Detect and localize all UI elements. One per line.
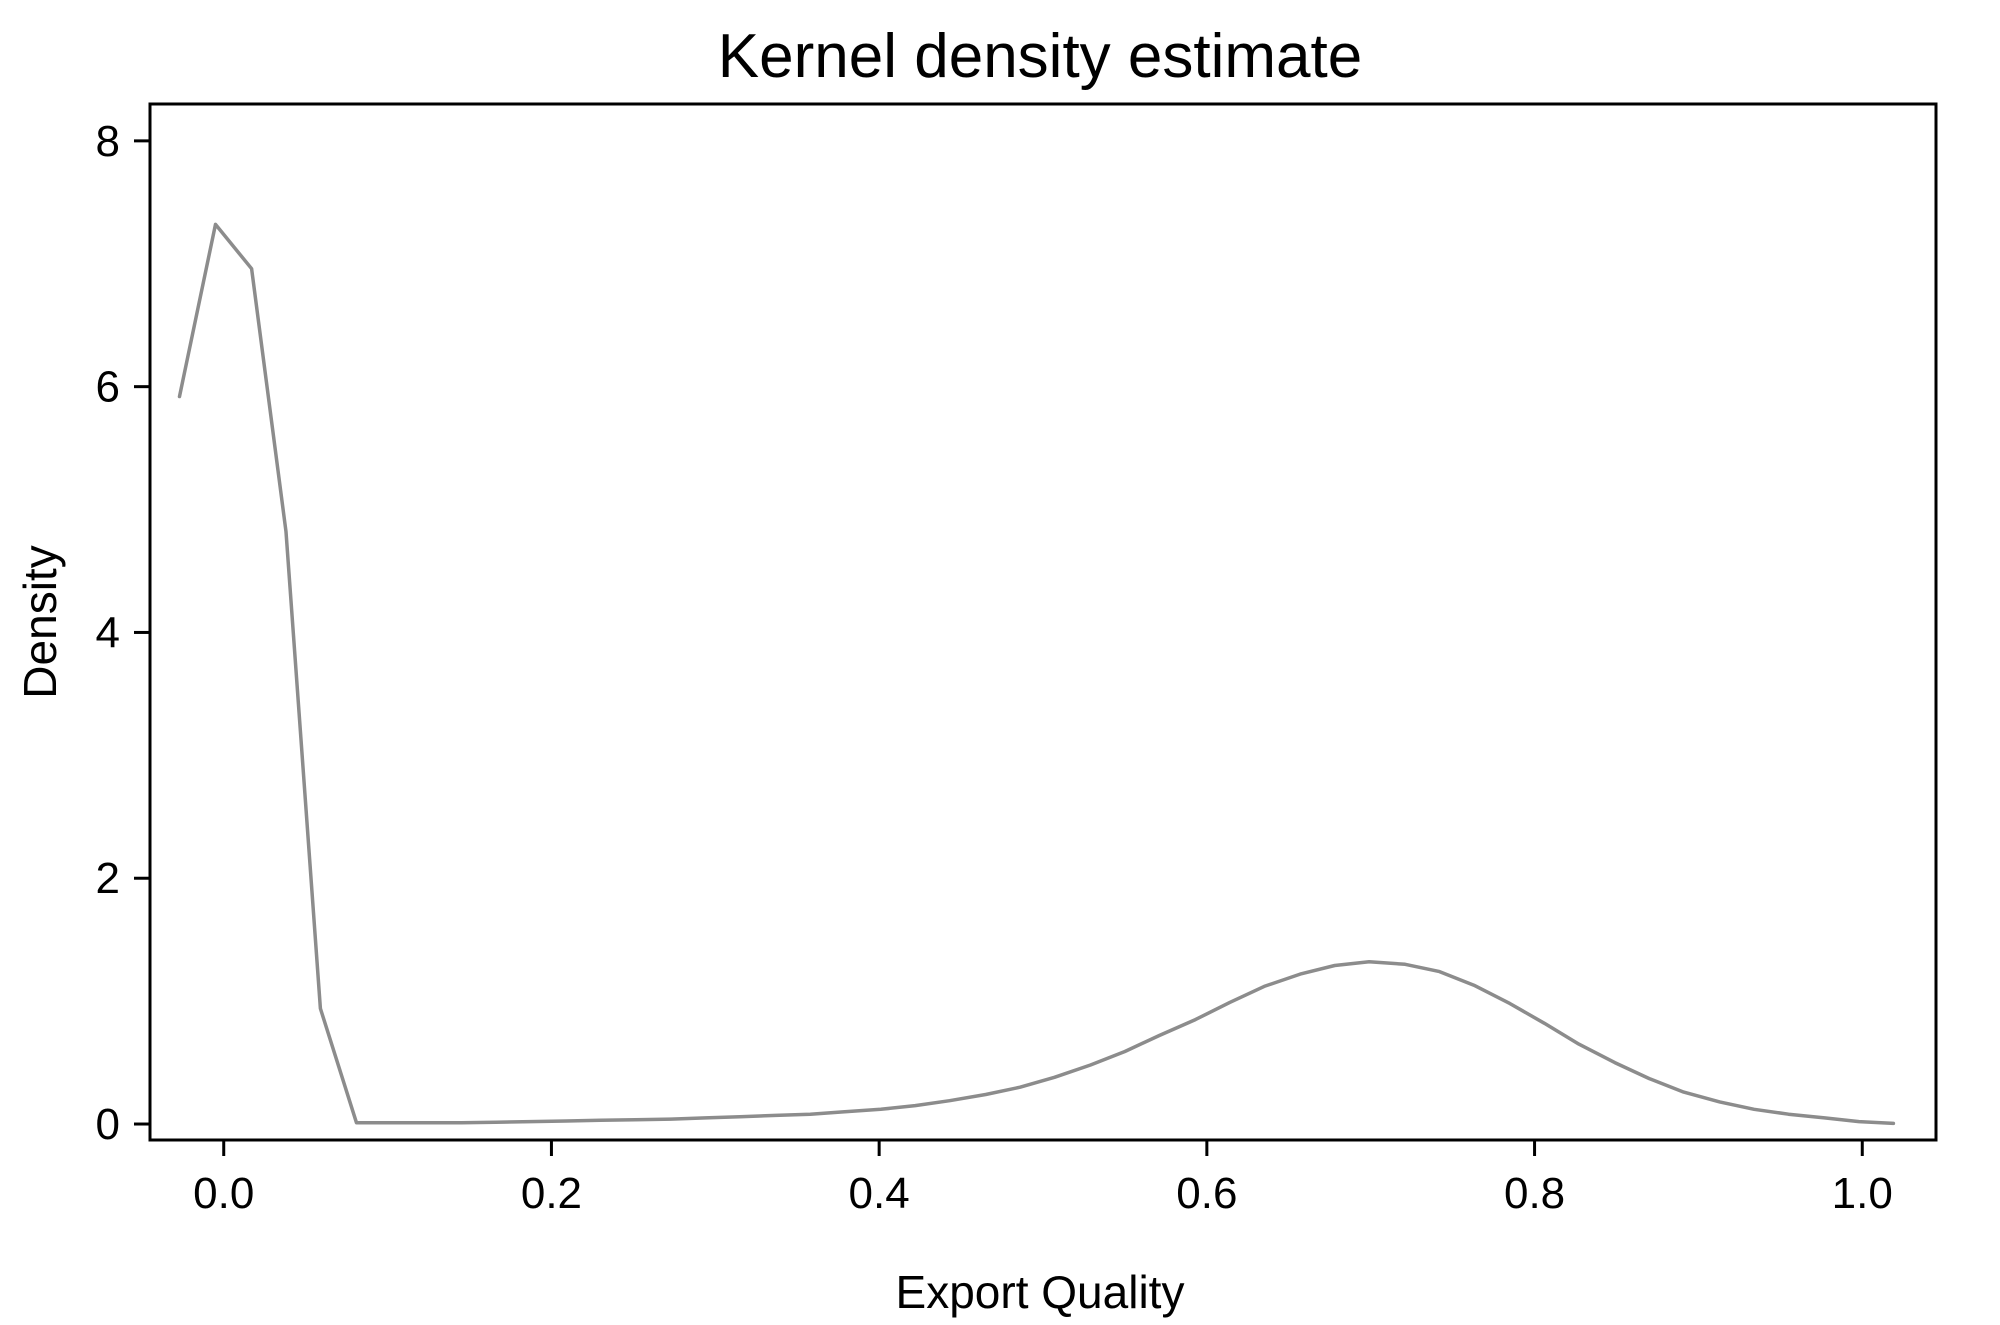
x-tick-label: 0.4 bbox=[849, 1169, 910, 1218]
x-tick-label: 0.6 bbox=[1176, 1169, 1237, 1218]
y-tick-label: 0 bbox=[96, 1100, 120, 1149]
x-tick-label: 0.0 bbox=[193, 1169, 254, 1218]
y-tick-label: 8 bbox=[96, 117, 120, 166]
density-curve bbox=[177, 222, 1896, 1126]
y-tick-label: 6 bbox=[96, 363, 120, 412]
x-axis: 0.0 0.2 0.4 0.6 0.8 1.0 bbox=[193, 1140, 1893, 1218]
chart-title: Kernel density estimate bbox=[718, 22, 1362, 91]
y-axis-label: Density bbox=[14, 545, 66, 698]
y-tick-label: 2 bbox=[96, 854, 120, 903]
x-axis-label: Export Quality bbox=[896, 1266, 1185, 1318]
y-axis: 0 2 4 6 8 bbox=[96, 117, 150, 1149]
x-tick-label: 0.2 bbox=[521, 1169, 582, 1218]
y-tick-label: 4 bbox=[96, 608, 120, 657]
x-tick-label: 1.0 bbox=[1832, 1169, 1893, 1218]
x-tick-label: 0.8 bbox=[1504, 1169, 1565, 1218]
plot-area-frame bbox=[148, 102, 1938, 1142]
